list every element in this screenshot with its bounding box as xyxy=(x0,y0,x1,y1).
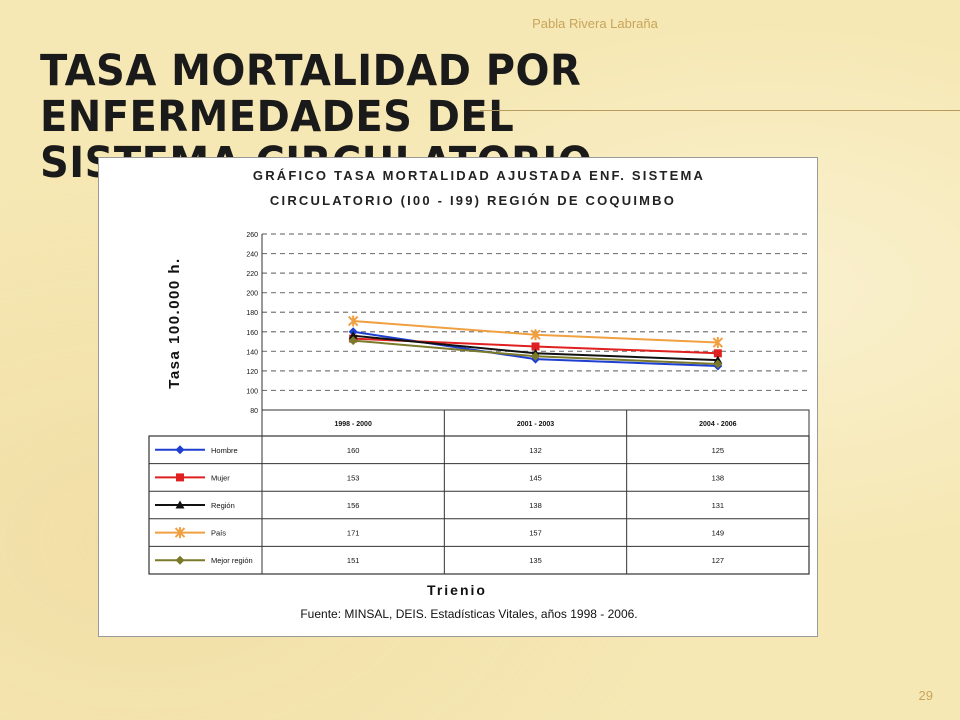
page-number: 29 xyxy=(918,688,933,703)
y-tick-label: 140 xyxy=(246,349,258,356)
data-point xyxy=(713,359,723,369)
mortality-line-chart: GRÁFICO TASA MORTALIDAD AJUSTADA ENF. SI… xyxy=(148,168,810,621)
data-label: 125 xyxy=(712,446,725,455)
title-divider xyxy=(480,110,960,111)
author-name: Pabla Rivera Labraña xyxy=(532,16,658,31)
data-label: 149 xyxy=(712,529,725,538)
y-tick-label: 260 xyxy=(246,232,258,239)
data-point xyxy=(175,445,185,455)
data-point xyxy=(713,349,722,358)
legend-label: Región xyxy=(211,501,235,510)
data-point xyxy=(175,500,185,509)
y-tick-label: 100 xyxy=(246,388,258,395)
x-tick-label: 1998 - 2000 xyxy=(334,421,371,428)
y-tick-label: 240 xyxy=(246,252,258,259)
data-point xyxy=(348,331,358,340)
data-point xyxy=(175,555,185,565)
y-tick-label: 180 xyxy=(246,310,258,317)
chart-panel: GRÁFICO TASA MORTALIDAD AJUSTADA ENF. SI… xyxy=(98,157,818,637)
data-label: 138 xyxy=(529,501,542,510)
data-point xyxy=(348,336,358,346)
data-label: 157 xyxy=(529,529,542,538)
data-point xyxy=(530,329,541,341)
data-point xyxy=(176,473,184,482)
x-tick-label: 2001 - 2003 xyxy=(517,421,554,428)
data-label: 145 xyxy=(529,473,542,482)
data-table: 1998 - 2000 2001 - 2003 2004 - 2006 Hombre 1… xyxy=(148,409,810,575)
y-tick-label: 200 xyxy=(246,291,258,298)
chart-source: Fuente: MINSAL, DEIS. Estadísticas Vital… xyxy=(300,607,637,621)
legend-label: Hombre xyxy=(211,446,238,455)
data-label: 151 xyxy=(347,556,360,565)
data-label: 156 xyxy=(347,501,360,510)
slide-title-line-1: Tasa mortalidad por enfermedades del xyxy=(40,46,582,142)
data-label: 132 xyxy=(529,446,542,455)
x-tick-label: 2004 - 2006 xyxy=(699,421,736,428)
y-axis-label: Tasa 100.000 h. xyxy=(166,257,183,388)
chart-title-line-1: GRÁFICO TASA MORTALIDAD AJUSTADA ENF. SI… xyxy=(253,168,705,183)
data-label: 171 xyxy=(347,529,360,538)
x-axis-label: Trienio xyxy=(427,582,487,598)
data-point xyxy=(712,337,724,349)
data-point xyxy=(531,351,540,361)
y-tick-label: 160 xyxy=(246,330,258,337)
table-body xyxy=(148,435,810,575)
data-label: 153 xyxy=(347,473,360,482)
data-label: 131 xyxy=(712,501,725,510)
y-tick-label: 80 xyxy=(250,408,258,415)
chart-title-line-2: CIRCULATORIO (I00 - I99) REGIÓN DE COQUI… xyxy=(270,193,676,208)
data-label: 160 xyxy=(347,446,360,455)
y-tick-label: 220 xyxy=(246,271,258,278)
legend-label: País xyxy=(211,529,226,538)
data-point xyxy=(531,342,540,351)
data-label: 138 xyxy=(712,473,725,482)
y-tick-label: 120 xyxy=(246,369,258,376)
legend-label: Mujer xyxy=(211,473,230,482)
data-label: 127 xyxy=(712,556,725,565)
plot-area: 80 100 120 140 160 180 200 220 240 260 xyxy=(246,232,809,415)
data-label: 135 xyxy=(529,556,542,565)
data-point xyxy=(347,315,359,327)
data-point xyxy=(174,527,186,539)
legend-label: Mejor región xyxy=(211,556,253,565)
